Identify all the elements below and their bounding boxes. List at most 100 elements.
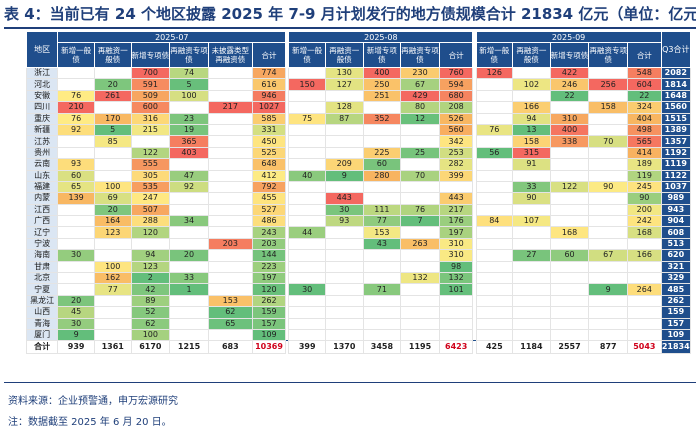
- value-cell: 352: [362, 112, 402, 125]
- q3-total-cell: 1515: [660, 112, 692, 125]
- col-header: 新增一般债: [475, 42, 514, 68]
- value-cell: 443: [324, 192, 364, 205]
- value-cell: [288, 180, 326, 194]
- value-cell: 1027: [251, 101, 287, 114]
- value-cell: 90: [627, 192, 662, 205]
- col-header: 再融资专项债: [169, 42, 209, 68]
- value-cell: [475, 192, 514, 205]
- value-cell: 498: [627, 123, 662, 137]
- value-cell: [324, 226, 364, 239]
- value-cell: [475, 78, 514, 91]
- region-cell: 浙江: [25, 66, 59, 80]
- value-cell: 262: [251, 294, 287, 308]
- value-cell: [130, 135, 171, 148]
- value-cell: [400, 180, 440, 194]
- value-cell: [207, 328, 253, 342]
- value-cell: [400, 226, 440, 239]
- value-cell: [588, 158, 629, 171]
- value-cell: 153: [207, 294, 253, 308]
- value-cell: 100: [93, 180, 132, 194]
- value-cell: [549, 306, 590, 319]
- value-cell: [512, 294, 551, 308]
- value-cell: [324, 283, 364, 296]
- q3-total-cell: 1122: [660, 169, 692, 182]
- value-cell: [362, 260, 402, 274]
- q3-total-cell: 329: [660, 272, 692, 285]
- column-gap: [472, 78, 477, 91]
- value-cell: 166: [627, 249, 662, 262]
- value-cell: [362, 192, 402, 205]
- value-cell: [549, 294, 590, 308]
- value-cell: 560: [438, 123, 474, 137]
- value-cell: 33: [169, 272, 209, 285]
- value-cell: 20: [93, 203, 132, 217]
- value-cell: [512, 66, 551, 80]
- value-cell: 1215: [169, 340, 209, 355]
- value-cell: 158: [588, 101, 629, 114]
- value-cell: [93, 249, 132, 262]
- table-row: 海南 30 94 20 144 310 27 60 67 166 620: [25, 249, 692, 262]
- column-gap: [472, 204, 477, 216]
- column-gap: [472, 329, 477, 341]
- date-note: 注：数据截至 2025 年 6 月 20 日。: [8, 417, 172, 428]
- value-cell: [57, 135, 95, 148]
- table-row: 云南 93 555 648 209 60 282 91 189 1119: [25, 158, 692, 171]
- value-cell: 100: [93, 260, 132, 274]
- table-row: 青海 30 62 65 157 157: [25, 317, 692, 331]
- value-cell: 139: [57, 192, 95, 205]
- value-cell: 45: [57, 306, 95, 319]
- value-cell: [324, 306, 364, 319]
- column-gap: [472, 113, 477, 125]
- value-cell: 197: [438, 226, 474, 239]
- value-cell: 67: [588, 249, 629, 262]
- value-cell: [207, 66, 253, 80]
- table-row: 重庆 76 170 316 23 585 75 87 352 12 526 94 310 404 1515: [25, 112, 692, 125]
- table-row: 广西 164 288 34 486 93 77 7 176 84 107 242 904: [25, 215, 692, 228]
- col-header: 新增一般债: [57, 42, 95, 68]
- value-cell: 91: [512, 158, 551, 171]
- value-cell: [475, 112, 514, 125]
- value-cell: [288, 328, 326, 342]
- value-cell: [588, 226, 629, 239]
- value-cell: [588, 294, 629, 308]
- column-gap: [472, 135, 477, 148]
- value-cell: 77: [93, 283, 132, 296]
- value-cell: [57, 237, 95, 251]
- value-cell: [475, 135, 514, 148]
- region-cell: 厦门: [25, 328, 59, 342]
- value-cell: 30: [324, 203, 364, 217]
- value-cell: [288, 272, 326, 285]
- value-cell: 400: [362, 66, 402, 80]
- value-cell: 166: [512, 101, 551, 114]
- q3-total-cell: 485: [660, 283, 692, 296]
- value-cell: [93, 237, 132, 251]
- value-cell: 20: [169, 249, 209, 262]
- value-cell: [207, 215, 253, 228]
- value-cell: 316: [130, 112, 171, 125]
- value-cell: 22: [549, 89, 590, 103]
- value-cell: [400, 249, 440, 262]
- table-title: 表 4：当前已有 24 个地区披露 2025 年 7-9 月计划发行的地方债规模…: [4, 5, 696, 23]
- value-cell: 1195: [400, 340, 440, 355]
- value-cell: [588, 237, 629, 251]
- value-cell: 946: [251, 89, 287, 103]
- column-gap: [285, 192, 289, 205]
- value-cell: [512, 260, 551, 274]
- value-cell: 120: [251, 283, 287, 296]
- value-cell: [627, 260, 662, 274]
- value-cell: 774: [251, 66, 287, 80]
- value-cell: 60: [362, 158, 402, 171]
- month-header-aug: 2025-08: [288, 31, 474, 43]
- value-cell: 42: [130, 283, 171, 296]
- value-cell: [549, 272, 590, 285]
- value-cell: 132: [400, 272, 440, 285]
- value-cell: 425: [475, 340, 514, 355]
- value-cell: [169, 158, 209, 171]
- total-row: 合计 939 1361 6170 1215 683 10369 399 1370 3458 1195…: [25, 340, 692, 355]
- value-cell: 168: [627, 226, 662, 239]
- value-cell: 92: [57, 123, 95, 137]
- table-row: 江苏 85 365 450 342 158 338 70 565 1357: [25, 135, 692, 148]
- value-cell: [362, 101, 402, 114]
- value-cell: 7: [400, 215, 440, 228]
- value-cell: [627, 237, 662, 251]
